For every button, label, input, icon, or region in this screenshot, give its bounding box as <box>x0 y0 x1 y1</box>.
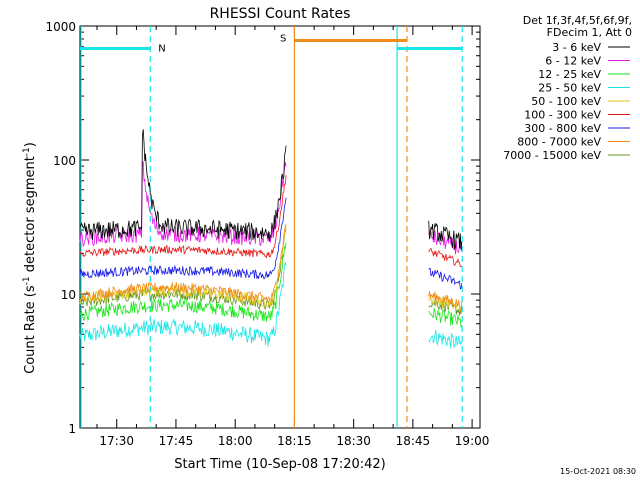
series-layer <box>79 129 463 349</box>
legend-entry-label: 50 - 100 keV <box>531 95 601 108</box>
legend-header: FDecim 1, Att 0 <box>547 26 632 39</box>
y-tick-label: 100 <box>53 154 76 168</box>
legend-entry-label: 800 - 7000 keV <box>517 136 601 149</box>
x-tick-label: 18:45 <box>396 434 431 448</box>
y-axis-label-exponent-1: -1 <box>22 276 32 285</box>
series-line <box>79 129 463 251</box>
chart-title: RHESSI Count Rates <box>210 6 351 22</box>
y-tick-label: 1000 <box>45 20 76 34</box>
legend-entry-label: 300 - 800 keV <box>524 122 601 135</box>
x-tick-label: 17:45 <box>159 434 194 448</box>
legend-entry-label: 3 - 6 keV <box>552 41 601 54</box>
x-tick-label: 18:15 <box>277 434 312 448</box>
series-line <box>79 242 463 329</box>
legend-entry-label: 7000 - 15000 keV <box>503 149 601 162</box>
plot-frame <box>79 25 481 429</box>
y-axis-ticks: 1 10 100 1000 <box>45 20 480 436</box>
x-tick-label: 18:30 <box>336 434 371 448</box>
legend-entry-label: 12 - 25 keV <box>538 68 601 81</box>
night-label: N <box>158 43 165 54</box>
series-line <box>79 223 463 312</box>
saa-label: S <box>280 33 286 44</box>
series-line <box>79 262 463 349</box>
legend-header: Det 1f,3f,4f,5f,6f,9f, <box>523 14 632 27</box>
plot-timestamp: 15-Oct-2021 08:30 <box>560 467 636 476</box>
x-axis-label: Start Time (10-Sep-08 17:20:42) <box>174 457 385 472</box>
legend-entry-label: 6 - 12 keV <box>545 55 601 68</box>
annotation-layer: NS <box>80 26 463 428</box>
series-line <box>79 224 463 314</box>
y-axis-label-part-3: ) <box>23 142 38 147</box>
y-tick-label: 1 <box>68 422 76 436</box>
x-tick-label: 18:00 <box>218 434 253 448</box>
y-axis-label: Count Rate (s-1 detector segment-1) <box>22 142 38 374</box>
legend: Det 1f,3f,4f,5f,6f,9f,FDecim 1, Att 0 3 -… <box>503 14 632 162</box>
y-tick-label: 10 <box>61 288 76 302</box>
y-axis-label-part-1: Count Rate (s <box>23 285 38 374</box>
series-line <box>79 197 463 290</box>
series-line <box>79 161 463 255</box>
x-tick-label: 17:30 <box>99 434 134 448</box>
y-axis-label-exponent-2: -1 <box>22 147 32 156</box>
plot-border <box>79 25 481 429</box>
series-line <box>79 175 462 268</box>
y-axis-label-part-2: detector segment <box>23 156 38 276</box>
legend-entry-label: 25 - 50 keV <box>538 82 601 95</box>
x-tick-label: 19:00 <box>455 434 490 448</box>
x-axis-ticks: 17:30 17:45 18:00 18:15 18:30 18:45 19:00 <box>96 26 490 448</box>
legend-entry-label: 100 - 300 keV <box>524 109 601 122</box>
